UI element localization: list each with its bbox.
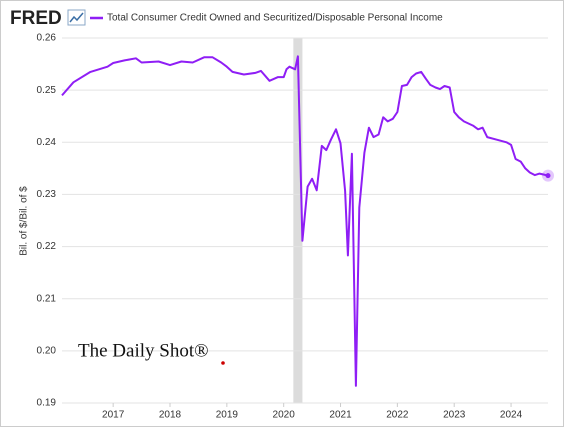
watermark: The Daily Shot®	[78, 340, 209, 361]
y-tick-label: 0.26	[37, 33, 57, 44]
y-tick-label: 0.25	[37, 85, 57, 96]
y-tick-label: 0.20	[37, 345, 57, 356]
x-tick-label: 2023	[443, 410, 466, 421]
legend-label: Total Consumer Credit Owned and Securiti…	[107, 13, 443, 24]
x-tick-label: 2024	[500, 410, 523, 421]
x-tick-label: 2020	[273, 410, 296, 421]
logo: FRED	[10, 8, 62, 29]
end-marker	[545, 173, 551, 179]
y-tick-label: 0.19	[37, 398, 57, 409]
x-tick-label: 2019	[216, 410, 239, 421]
y-tick-label: 0.22	[37, 241, 57, 252]
y-axis-label: Bil. of $/Bil. of $	[19, 186, 30, 256]
x-tick-label: 2022	[386, 410, 409, 421]
recession-shading	[293, 38, 303, 403]
logo-icon	[67, 9, 86, 26]
y-tick-label: 0.24	[37, 137, 57, 148]
watermark-dot	[221, 361, 225, 365]
x-tick-label: 2021	[329, 410, 352, 421]
x-tick-label: 2018	[159, 410, 182, 421]
y-tick-label: 0.21	[37, 293, 57, 304]
data-line	[61, 55, 549, 387]
x-tick-label: 2017	[102, 410, 125, 421]
y-tick-label: 0.23	[37, 189, 57, 200]
